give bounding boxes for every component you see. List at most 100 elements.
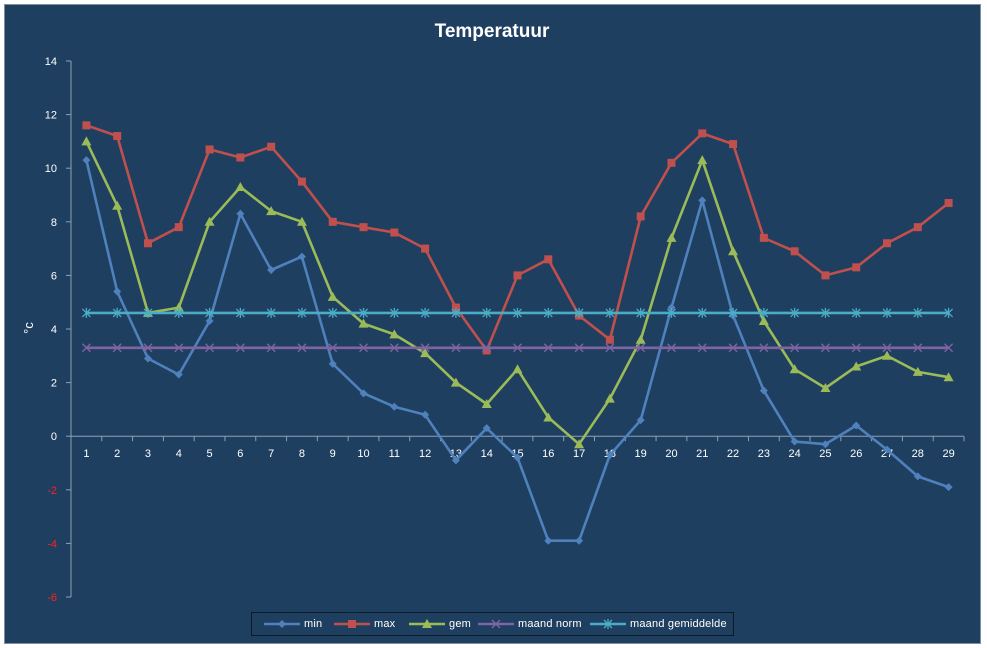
data-point — [235, 307, 245, 318]
data-point — [296, 216, 307, 226]
data-point — [667, 303, 676, 312]
data-point — [82, 121, 91, 130]
data-point — [81, 307, 91, 318]
data-point — [944, 199, 953, 208]
data-point — [759, 343, 769, 353]
x-tick-label: 21 — [696, 448, 708, 460]
data-point — [698, 196, 707, 205]
data-point — [359, 343, 368, 353]
data-point — [328, 343, 338, 353]
data-point — [636, 416, 645, 425]
data-point — [883, 445, 892, 454]
data-point — [851, 307, 861, 318]
data-point — [790, 343, 800, 353]
data-point — [205, 307, 215, 318]
data-point — [635, 334, 646, 344]
data-point — [728, 307, 738, 318]
data-point — [944, 483, 953, 492]
x-tick-label: 4 — [176, 448, 182, 460]
data-point — [852, 421, 861, 430]
data-point — [513, 343, 522, 353]
series-maand-norm — [81, 343, 954, 353]
data-point — [297, 343, 307, 353]
x-tick-label: 28 — [912, 448, 924, 460]
data-point — [112, 343, 122, 353]
x-tick-label: 26 — [850, 448, 862, 460]
data-point — [667, 158, 676, 167]
series-gem — [81, 136, 954, 449]
data-point — [790, 437, 799, 446]
legend-marker — [278, 620, 286, 628]
data-point — [143, 307, 153, 318]
y-tick-label: -2 — [47, 485, 57, 497]
data-point — [482, 343, 492, 353]
data-point — [359, 223, 368, 232]
data-point — [604, 393, 615, 403]
data-point — [482, 307, 492, 318]
legend-swatch — [478, 619, 514, 629]
x-tick-label: 16 — [542, 448, 554, 460]
data-point — [451, 343, 461, 353]
data-point — [390, 402, 399, 411]
data-point — [820, 343, 830, 353]
data-point — [512, 364, 523, 374]
data-point — [358, 318, 369, 328]
data-point — [605, 343, 615, 353]
data-point — [328, 307, 338, 318]
data-point — [944, 307, 954, 318]
data-point — [327, 291, 338, 301]
data-point — [143, 239, 152, 248]
data-point — [143, 343, 153, 353]
data-point — [789, 364, 800, 374]
data-point — [913, 472, 922, 481]
data-point — [913, 343, 923, 353]
data-point — [636, 343, 646, 353]
data-point — [266, 307, 276, 318]
series-line — [85, 159, 950, 543]
data-point — [266, 206, 277, 216]
data-point — [421, 410, 430, 419]
data-point — [820, 382, 831, 392]
x-tick-label: 10 — [357, 448, 369, 460]
data-point — [82, 156, 91, 165]
x-tick-label: 3 — [145, 448, 151, 460]
data-point — [482, 424, 491, 433]
data-point — [943, 372, 954, 382]
x-tick-label: 8 — [299, 448, 305, 460]
data-point — [297, 307, 307, 318]
chart-area — [4, 4, 981, 644]
data-point — [821, 271, 830, 280]
x-tick-label: 12 — [419, 448, 431, 460]
legend-item: gem — [405, 613, 471, 635]
data-point — [851, 361, 862, 371]
y-tick-label: 4 — [51, 324, 57, 336]
x-tick-label: 1 — [83, 448, 89, 460]
legend-swatch — [334, 620, 370, 628]
data-point — [359, 307, 368, 318]
x-tick-label: 5 — [207, 448, 213, 460]
data-point — [174, 343, 184, 353]
data-point — [143, 354, 152, 363]
data-point — [174, 223, 183, 232]
series-maand-gemiddelde — [81, 307, 954, 318]
data-point — [574, 343, 584, 353]
data-point — [112, 200, 123, 210]
legend-marker — [491, 619, 501, 629]
legend-item: maand norm — [474, 613, 582, 635]
x-tick-label: 2 — [114, 448, 120, 460]
data-point — [574, 307, 584, 318]
data-point — [450, 377, 461, 387]
axes: 14121086420-2-4-612345678910111213141516… — [45, 56, 965, 604]
y-axis-label: °c — [21, 322, 36, 334]
data-point — [759, 386, 768, 395]
legend-swatch — [264, 620, 300, 628]
x-tick-label: 11 — [389, 448, 400, 460]
data-point — [913, 307, 923, 318]
legend-marker — [603, 619, 613, 629]
data-point — [451, 303, 460, 312]
data-point — [513, 271, 522, 280]
data-point — [790, 247, 799, 256]
series-max — [82, 121, 953, 355]
x-tick-label: 29 — [942, 448, 954, 460]
